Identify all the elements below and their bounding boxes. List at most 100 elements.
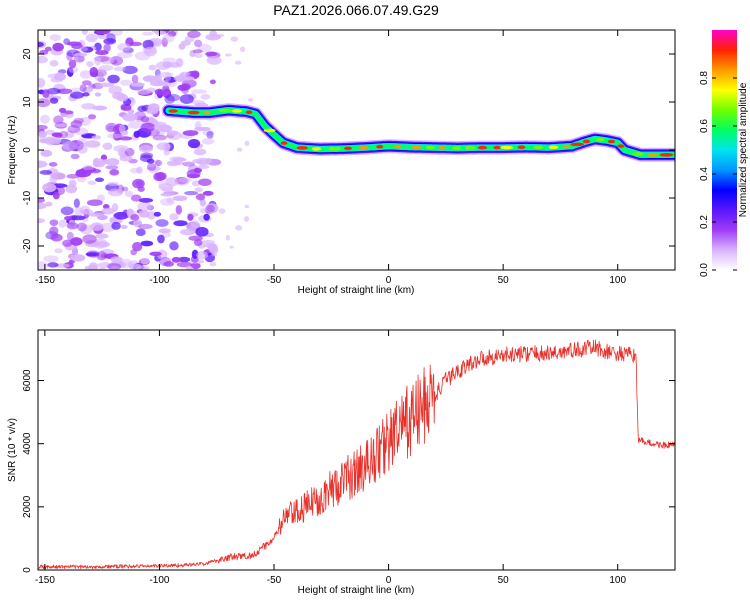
ridge-peak <box>464 146 477 150</box>
noise-blob <box>190 89 207 94</box>
noise-blob <box>105 158 120 166</box>
noise-blob <box>87 180 97 186</box>
noise-blob <box>247 98 254 102</box>
noise-blob <box>94 56 102 66</box>
noise-blob <box>171 256 181 263</box>
noise-blob <box>143 46 158 57</box>
noise-blob <box>140 115 150 123</box>
noise-blob <box>69 215 86 221</box>
ridge-peak <box>659 153 674 157</box>
ridge-peak <box>168 109 178 113</box>
noise-blob <box>40 149 53 158</box>
noise-blob <box>76 222 87 232</box>
noise-blob <box>130 213 140 221</box>
noise-blob <box>137 105 147 112</box>
noise-blob <box>156 249 168 260</box>
ridge-peak <box>203 110 211 115</box>
noise-blob <box>155 171 167 181</box>
noise-blob <box>101 207 115 215</box>
noise-blob <box>101 159 110 165</box>
noise-blob <box>161 186 174 193</box>
ridge-band <box>166 107 675 158</box>
noise-blob <box>98 65 114 71</box>
noise-blob <box>38 202 47 210</box>
noise-blob <box>199 198 207 207</box>
noise-blob <box>65 130 75 139</box>
ridge-peak <box>231 109 243 113</box>
noise-blob <box>113 211 129 220</box>
noise-blob <box>199 207 207 214</box>
noise-blob <box>73 55 85 63</box>
spectrogram-ridge <box>161 103 675 162</box>
noise-blob <box>142 75 159 82</box>
noise-blob <box>162 34 175 43</box>
noise-blob <box>54 248 63 254</box>
noise-blob <box>161 37 168 47</box>
noise-blob <box>168 30 177 37</box>
noise-blob <box>138 210 150 218</box>
colorbar-tick-label: 0.4 <box>699 167 710 181</box>
noise-blob <box>173 220 188 227</box>
noise-blob <box>88 114 97 120</box>
noise-blob <box>193 239 203 247</box>
snr-series-line <box>38 339 675 570</box>
noise-blob <box>96 241 111 248</box>
ridge-peak <box>562 144 570 149</box>
x-tick-label: -100 <box>149 275 169 286</box>
noise-blob <box>131 74 139 84</box>
noise-blob <box>116 93 129 102</box>
noise-blob <box>66 173 80 179</box>
noise-blob <box>47 262 59 268</box>
noise-blob <box>244 140 250 146</box>
y-tick-label: 0 <box>22 567 33 573</box>
noise-blob <box>73 127 89 136</box>
noise-blob <box>38 98 51 108</box>
noise-blob <box>236 147 243 152</box>
noise-blob <box>185 265 193 270</box>
y-tick-label: 0 <box>22 147 33 153</box>
noise-blob <box>225 234 231 241</box>
noise-blob <box>49 34 61 42</box>
noise-blob <box>166 130 179 136</box>
noise-blob <box>77 144 88 154</box>
noise-blob <box>74 207 84 216</box>
noise-blob <box>180 40 191 46</box>
noise-blob <box>107 263 122 270</box>
noise-blob <box>86 199 103 206</box>
x-tick-label: 100 <box>609 275 626 286</box>
noise-blob <box>69 87 81 93</box>
noise-blob <box>172 157 187 162</box>
noise-blob <box>142 31 154 36</box>
noise-blob <box>68 59 77 69</box>
noise-blob <box>225 53 232 57</box>
colorbar-tick-label: 0.2 <box>699 215 710 229</box>
noise-blob <box>209 262 217 267</box>
ridge-peak <box>631 152 644 156</box>
noise-blob <box>159 198 175 206</box>
noise-blob <box>85 33 98 43</box>
noise-blob <box>90 222 104 232</box>
noise-blob <box>109 169 120 176</box>
noise-blob <box>122 113 138 122</box>
noise-blob <box>190 262 201 270</box>
noise-blob <box>107 188 124 197</box>
noise-blob <box>169 241 179 251</box>
ridge-peak <box>582 139 591 144</box>
noise-blob <box>53 72 66 81</box>
noise-blob <box>60 206 74 216</box>
noise-blob <box>45 129 55 135</box>
noise-blob <box>138 197 154 203</box>
noise-blob <box>166 160 180 167</box>
noise-blob <box>82 92 90 97</box>
ridge-peak <box>393 144 402 149</box>
noise-blob <box>70 237 83 246</box>
noise-blob <box>103 43 111 52</box>
noise-blob <box>107 133 124 139</box>
noise-blob <box>129 167 141 174</box>
noise-blob <box>201 239 216 244</box>
noise-blob <box>129 41 142 47</box>
noise-blob <box>149 251 162 257</box>
noise-blob <box>52 191 60 200</box>
noise-blob <box>39 169 53 175</box>
